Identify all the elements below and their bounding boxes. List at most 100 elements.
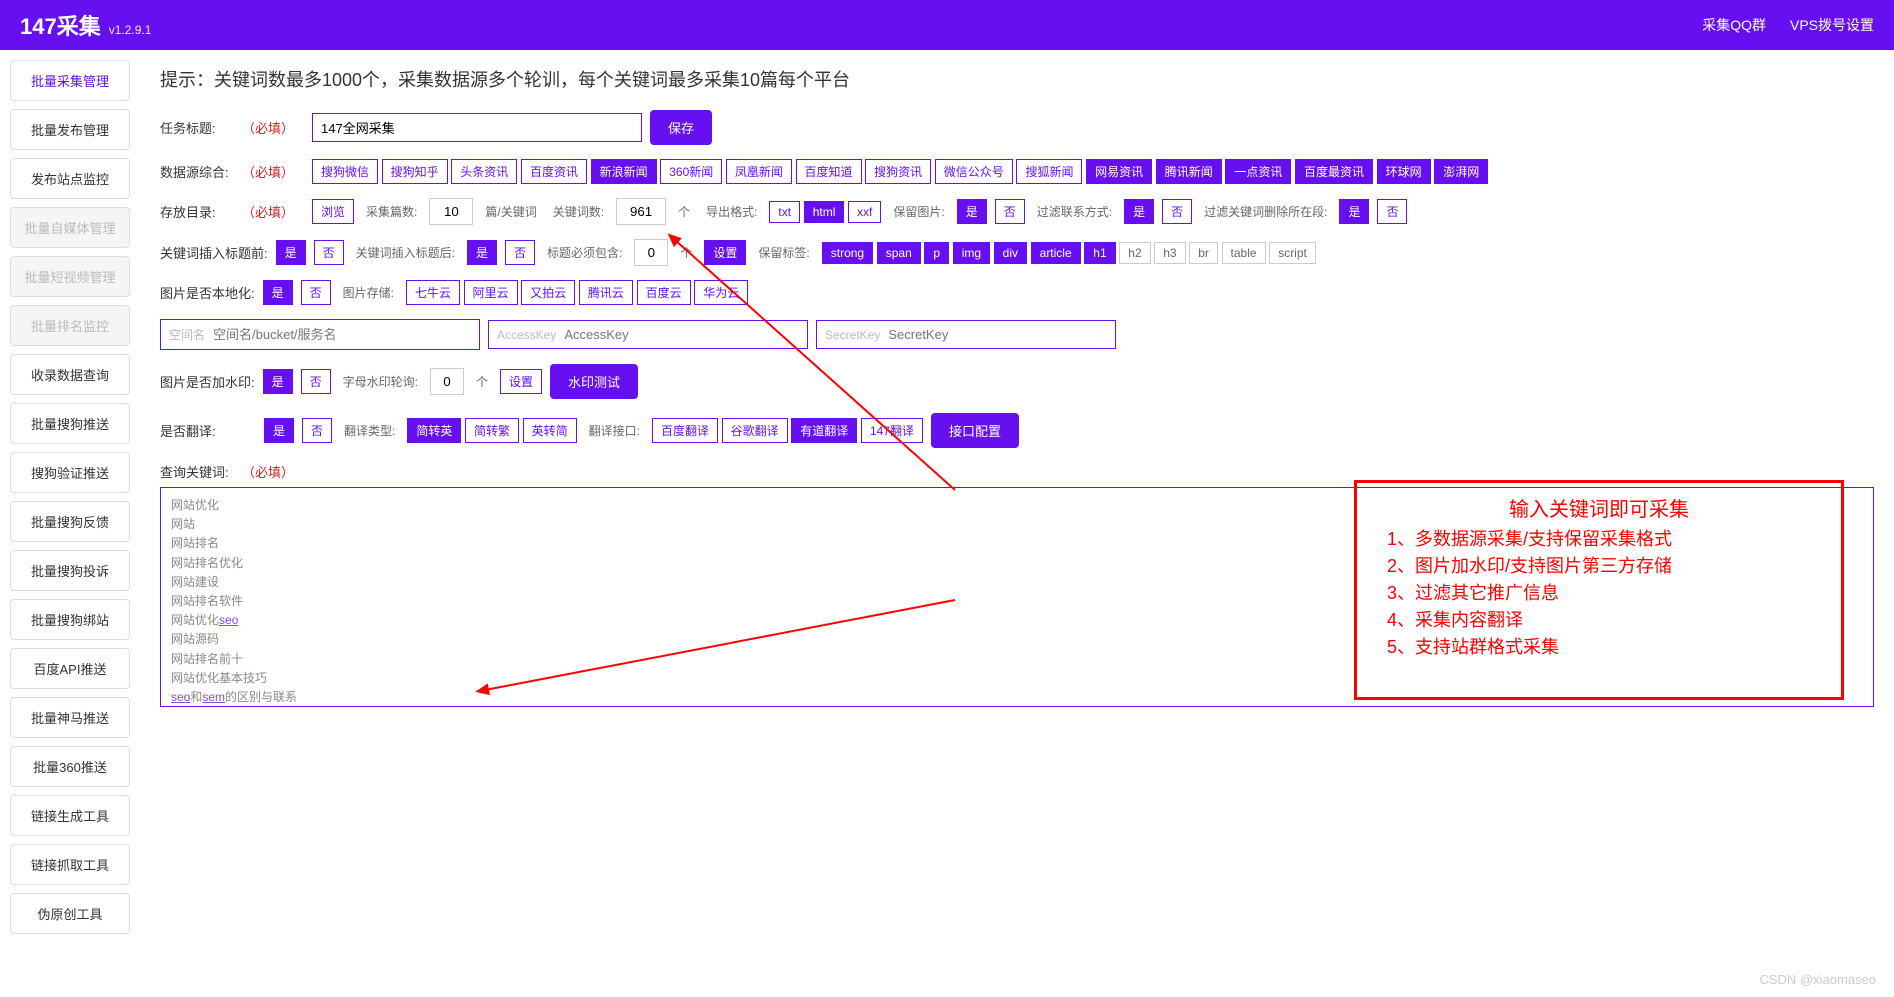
export-format-1[interactable]: html bbox=[804, 201, 845, 223]
sidebar-item-4: 批量短视频管理 bbox=[10, 256, 130, 297]
translate-api-3[interactable]: 147翻译 bbox=[861, 418, 923, 443]
keep-tag-0[interactable]: strong bbox=[822, 242, 873, 264]
title-must-set[interactable]: 设置 bbox=[704, 240, 746, 265]
wm-test-button[interactable]: 水印测试 bbox=[550, 364, 638, 399]
keep-tags-label: 保留标签: bbox=[758, 244, 809, 261]
imgstore-5[interactable]: 华为云 bbox=[694, 280, 748, 305]
secretkey-input[interactable] bbox=[888, 327, 1107, 342]
title-must-label: 标题必须包含: bbox=[547, 244, 622, 261]
sidebar-item-1[interactable]: 批量发布管理 bbox=[10, 109, 130, 150]
translate-yes[interactable]: 是 bbox=[264, 418, 294, 443]
keep-tag-10[interactable]: table bbox=[1222, 242, 1266, 264]
source-tag-3[interactable]: 百度资讯 bbox=[521, 159, 587, 184]
imglocal-no[interactable]: 否 bbox=[301, 280, 331, 305]
app-version: v1.2.9.1 bbox=[109, 23, 152, 37]
keep-tag-4[interactable]: div bbox=[994, 242, 1027, 264]
source-tag-9[interactable]: 微信公众号 bbox=[935, 159, 1013, 184]
keep-tag-3[interactable]: img bbox=[953, 242, 990, 264]
watermark-no[interactable]: 否 bbox=[301, 369, 331, 394]
sidebar-item-9[interactable]: 批量搜狗反馈 bbox=[10, 501, 130, 542]
save-button[interactable]: 保存 bbox=[650, 110, 712, 145]
kw-after-no[interactable]: 否 bbox=[505, 240, 535, 265]
keep-tag-11[interactable]: script bbox=[1269, 242, 1316, 264]
keep-tag-8[interactable]: h3 bbox=[1154, 242, 1185, 264]
keep-tag-2[interactable]: p bbox=[924, 242, 949, 264]
imgstore-4[interactable]: 百度云 bbox=[637, 280, 691, 305]
kwcount-input[interactable] bbox=[616, 198, 666, 225]
source-tag-1[interactable]: 搜狗知乎 bbox=[382, 159, 448, 184]
imglocal-yes[interactable]: 是 bbox=[263, 280, 293, 305]
watermark-yes[interactable]: 是 bbox=[263, 369, 293, 394]
imgstore-3[interactable]: 腾讯云 bbox=[579, 280, 633, 305]
wm-set-button[interactable]: 设置 bbox=[500, 369, 542, 394]
space-input[interactable] bbox=[213, 327, 471, 342]
secretkey-input-wrap: SecretKey bbox=[816, 320, 1116, 349]
export-format-0[interactable]: txt bbox=[769, 201, 800, 223]
sidebar-item-14[interactable]: 批量360推送 bbox=[10, 746, 130, 787]
source-tag-15[interactable]: 环球网 bbox=[1377, 159, 1431, 184]
keep-tag-9[interactable]: br bbox=[1189, 242, 1218, 264]
imgstore-1[interactable]: 阿里云 bbox=[464, 280, 518, 305]
keep-tag-6[interactable]: h1 bbox=[1084, 242, 1115, 264]
source-tag-14[interactable]: 百度最资讯 bbox=[1295, 159, 1373, 184]
kw-after-yes[interactable]: 是 bbox=[467, 240, 497, 265]
source-tag-8[interactable]: 搜狗资讯 bbox=[865, 159, 931, 184]
sidebar-item-7[interactable]: 批量搜狗推送 bbox=[10, 403, 130, 444]
translate-api-1[interactable]: 谷歌翻译 bbox=[722, 418, 788, 443]
keep-tag-5[interactable]: article bbox=[1031, 242, 1081, 264]
translate-api-0[interactable]: 百度翻译 bbox=[652, 418, 718, 443]
translate-api-2[interactable]: 有道翻译 bbox=[791, 418, 857, 443]
sidebar-item-16[interactable]: 链接抓取工具 bbox=[10, 844, 130, 885]
source-tag-0[interactable]: 搜狗微信 bbox=[312, 159, 378, 184]
task-title-input[interactable] bbox=[312, 113, 642, 142]
sidebar-item-15[interactable]: 链接生成工具 bbox=[10, 795, 130, 836]
imgstore-2[interactable]: 又拍云 bbox=[521, 280, 575, 305]
sidebar-item-8[interactable]: 搜狗验证推送 bbox=[10, 452, 130, 493]
translate-no[interactable]: 否 bbox=[302, 418, 332, 443]
source-tag-12[interactable]: 腾讯新闻 bbox=[1156, 159, 1222, 184]
source-tag-16[interactable]: 澎湃网 bbox=[1434, 159, 1488, 184]
source-tag-7[interactable]: 百度知道 bbox=[796, 159, 862, 184]
title-must-input[interactable] bbox=[634, 239, 668, 266]
filter-kw-yes[interactable]: 是 bbox=[1339, 199, 1369, 224]
sidebar-item-12[interactable]: 百度API推送 bbox=[10, 648, 130, 689]
translate-type-2[interactable]: 英转简 bbox=[523, 418, 577, 443]
link-vps-settings[interactable]: VPS拨号设置 bbox=[1790, 15, 1874, 35]
filter-contact-yes[interactable]: 是 bbox=[1124, 199, 1154, 224]
sidebar-item-11[interactable]: 批量搜狗绑站 bbox=[10, 599, 130, 640]
keep-image-yes[interactable]: 是 bbox=[957, 199, 987, 224]
translate-type-1[interactable]: 简转繁 bbox=[465, 418, 519, 443]
source-tag-2[interactable]: 头条资讯 bbox=[451, 159, 517, 184]
annotation-line-3: 4、采集内容翻译 bbox=[1387, 607, 1811, 634]
count-input[interactable] bbox=[429, 198, 473, 225]
filter-kw-no[interactable]: 否 bbox=[1377, 199, 1407, 224]
translate-type-0[interactable]: 简转英 bbox=[407, 418, 461, 443]
source-tag-10[interactable]: 搜狐新闻 bbox=[1016, 159, 1082, 184]
keep-tag-1[interactable]: span bbox=[877, 242, 921, 264]
keep-tag-7[interactable]: h2 bbox=[1119, 242, 1150, 264]
wm-alpha-input[interactable] bbox=[430, 368, 464, 395]
source-tag-4[interactable]: 新浪新闻 bbox=[591, 159, 657, 184]
link-qq-group[interactable]: 采集QQ群 bbox=[1702, 15, 1766, 35]
accesskey-input[interactable] bbox=[564, 327, 799, 342]
sidebar-item-17[interactable]: 伪原创工具 bbox=[10, 893, 130, 934]
source-tag-13[interactable]: 一点资讯 bbox=[1225, 159, 1291, 184]
annotation-line-4: 5、支持站群格式采集 bbox=[1387, 634, 1811, 661]
api-config-button[interactable]: 接口配置 bbox=[931, 413, 1019, 448]
keep-image-no[interactable]: 否 bbox=[995, 199, 1025, 224]
kw-before-yes[interactable]: 是 bbox=[276, 240, 306, 265]
sidebar-item-6[interactable]: 收录数据查询 bbox=[10, 354, 130, 395]
sidebar-item-0[interactable]: 批量采集管理 bbox=[10, 60, 130, 101]
source-tag-11[interactable]: 网易资讯 bbox=[1086, 159, 1152, 184]
filter-contact-no[interactable]: 否 bbox=[1162, 199, 1192, 224]
export-format-2[interactable]: xxf bbox=[848, 201, 881, 223]
export-format-label: 导出格式: bbox=[706, 203, 757, 220]
source-tag-6[interactable]: 凤凰新闻 bbox=[726, 159, 792, 184]
kw-before-no[interactable]: 否 bbox=[314, 240, 344, 265]
sidebar-item-13[interactable]: 批量神马推送 bbox=[10, 697, 130, 738]
sidebar-item-2[interactable]: 发布站点监控 bbox=[10, 158, 130, 199]
imgstore-0[interactable]: 七牛云 bbox=[406, 280, 460, 305]
source-tag-5[interactable]: 360新闻 bbox=[660, 159, 722, 184]
sidebar-item-10[interactable]: 批量搜狗投诉 bbox=[10, 550, 130, 591]
browse-button[interactable]: 浏览 bbox=[312, 199, 354, 224]
